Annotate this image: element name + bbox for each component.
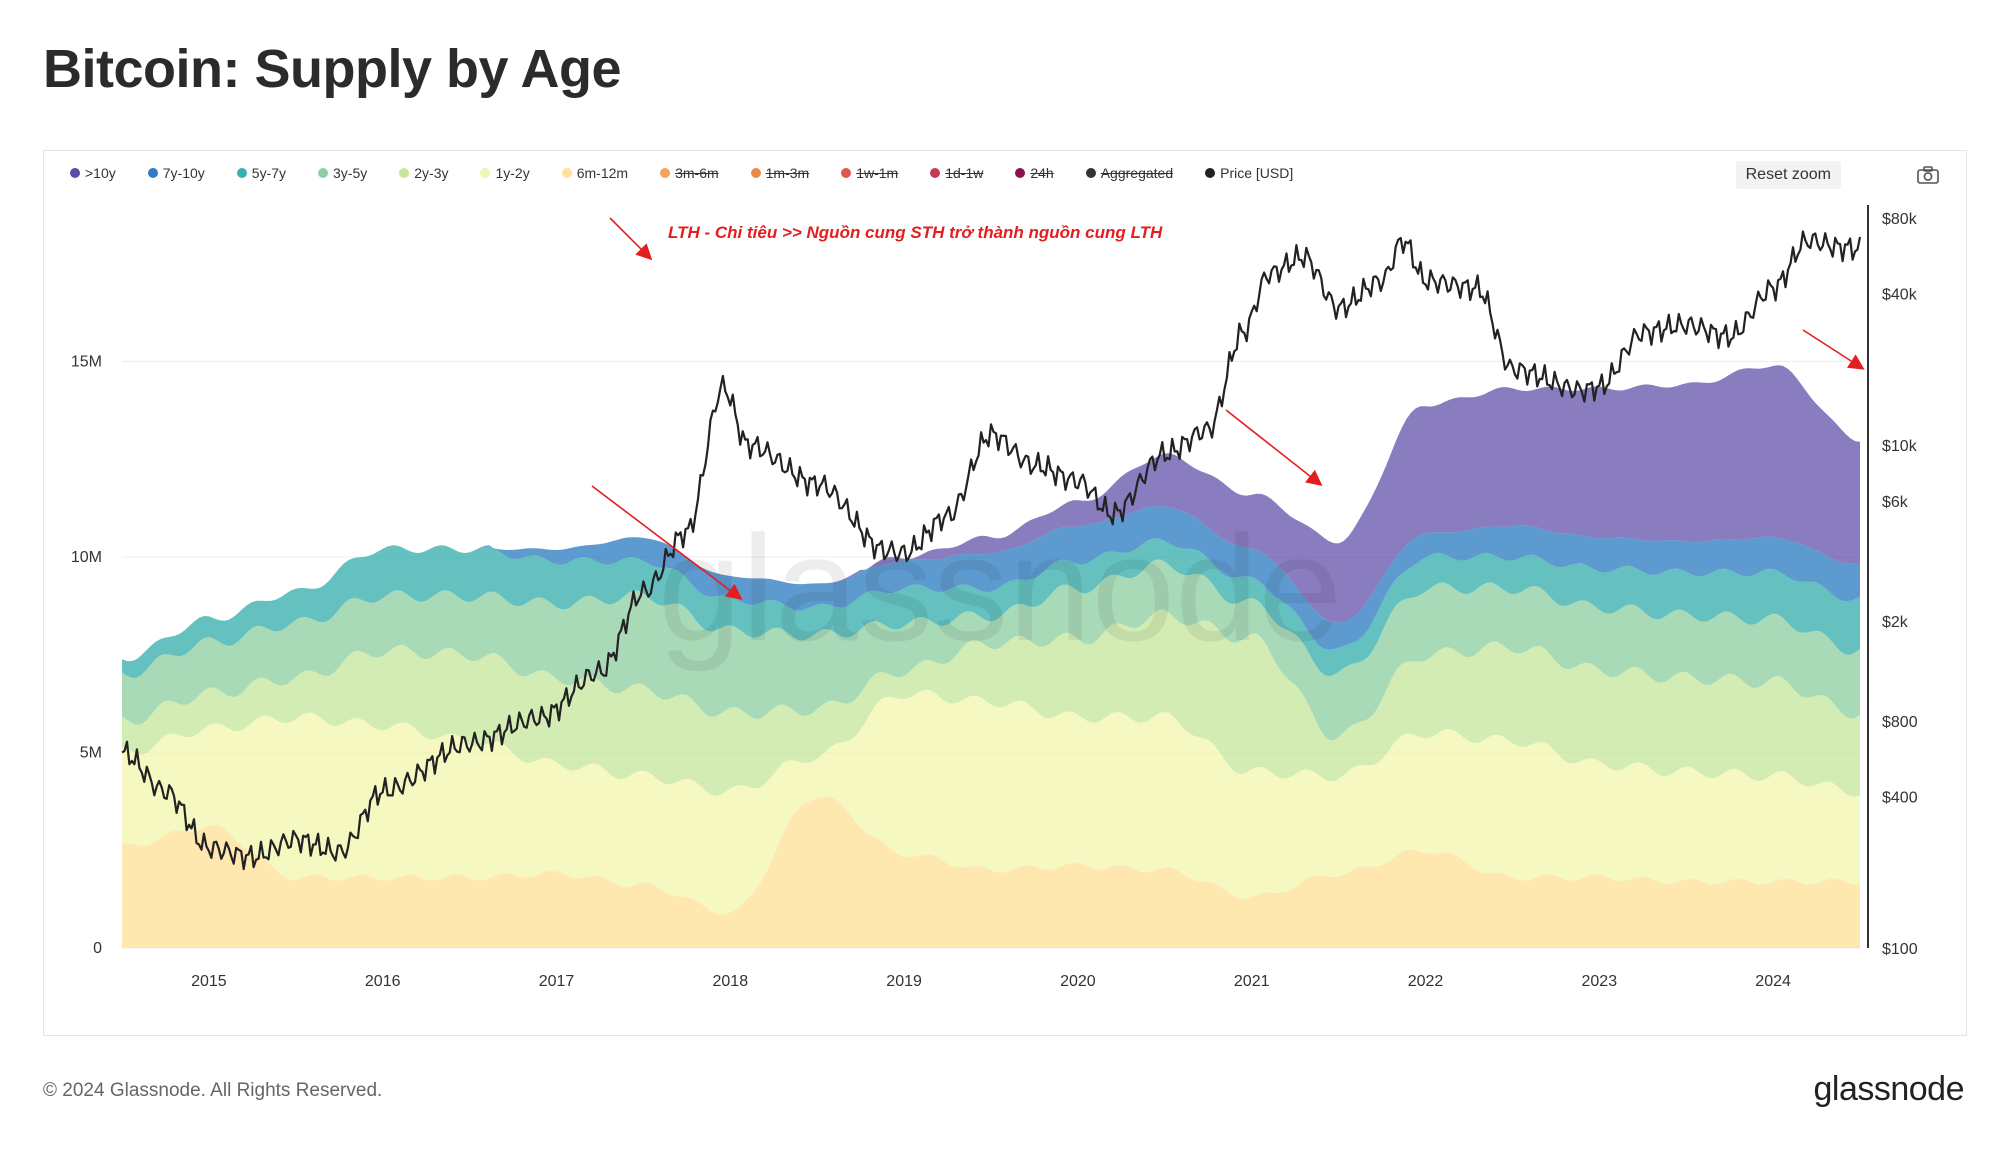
- legend-item-1y-2y[interactable]: 1y-2y: [480, 165, 530, 181]
- x-tick-label: 2024: [1755, 973, 1791, 990]
- legend-dot: [750, 168, 761, 178]
- x-tick-label: 2016: [365, 973, 401, 990]
- legend-dot: [561, 168, 572, 178]
- price-line: [121, 230, 1862, 871]
- legend-label: 1m-3m: [765, 165, 810, 181]
- legend-item-aggregated[interactable]: Aggregated: [1085, 165, 1174, 181]
- legend-item-6m-12m[interactable]: 6m-12m: [561, 165, 629, 181]
- legend-dot: [236, 168, 247, 178]
- annotation-text: LTH - Chi tiêu >> Nguồn cung STH trở thà…: [668, 223, 1163, 242]
- y-right-tick-label: $40k: [1882, 287, 1918, 304]
- x-tick-label: 2017: [539, 973, 575, 990]
- legend-label: Price [USD]: [1220, 165, 1294, 181]
- legend-item-3m-6m[interactable]: 3m-6m: [660, 165, 719, 181]
- legend-dot: [480, 168, 491, 178]
- area-band-5y-7y: [122, 538, 1860, 678]
- y-right-tick-label: $6k: [1882, 494, 1909, 511]
- legend-label: 1y-2y: [495, 165, 530, 181]
- area-band-2y-3y: [122, 609, 1860, 797]
- legend-dot: [660, 168, 671, 178]
- legend-item-24h[interactable]: 24h: [1015, 165, 1054, 181]
- y-right-tick-label: $80k: [1882, 211, 1918, 228]
- x-tick-label: 2022: [1408, 973, 1444, 990]
- legend-label: 6m-12m: [576, 165, 629, 181]
- legend-dot: [399, 168, 410, 178]
- y-right-tick-label: $400: [1882, 790, 1918, 807]
- x-tick-label: 2021: [1234, 973, 1270, 990]
- annotation-arrow: [1225, 409, 1323, 486]
- legend-dot: [70, 168, 80, 178]
- legend-item-2y-3y[interactable]: 2y-3y: [399, 165, 448, 181]
- legend-dot: [930, 168, 941, 178]
- y-right-tick-label: $2k: [1882, 614, 1909, 631]
- area-band-7y-10y: [122, 506, 1860, 662]
- legend-label: >10y: [85, 165, 116, 181]
- area-band--10y: [122, 365, 1860, 662]
- legend-label: 3m-6m: [675, 165, 719, 181]
- legend-item-1d-1w[interactable]: 1d-1w: [930, 165, 983, 181]
- y-left-tick-label: 15M: [71, 353, 102, 370]
- y-right-tick-label: $800: [1882, 714, 1918, 731]
- area-band-3y-5y: [122, 559, 1860, 741]
- legend-dot: [1015, 168, 1026, 178]
- legend-dot: [1205, 168, 1216, 178]
- legend-label: 3y-5y: [333, 165, 368, 181]
- area-band-6m-12m: [122, 796, 1860, 948]
- legend-label: 1d-1w: [945, 165, 984, 181]
- legend-label: 1w-1m: [856, 165, 899, 181]
- legend-item-1w-1m[interactable]: 1w-1m: [841, 165, 898, 181]
- legend-label: 5y-7y: [251, 165, 287, 181]
- legend-dot: [1085, 168, 1096, 178]
- legend-label: Aggregated: [1100, 165, 1174, 181]
- y-right-tick-label: $100: [1882, 941, 1918, 958]
- legend-dot: [318, 168, 329, 178]
- legend-label: 2y-3y: [414, 165, 449, 181]
- x-tick-label: 2023: [1582, 973, 1618, 990]
- legend-dot: [841, 168, 852, 178]
- legend-label: 24h: [1030, 165, 1054, 181]
- x-tick-label: 2020: [1060, 973, 1096, 990]
- y-right-tick-label: $10k: [1882, 438, 1918, 455]
- x-tick-label: 2018: [713, 973, 749, 990]
- annotation-arrow: [1802, 329, 1865, 370]
- footer-copyright: © 2024 Glassnode. All Rights Reserved.: [43, 1080, 383, 1101]
- legend-item-5y-7y[interactable]: 5y-7y: [236, 165, 287, 181]
- legend-item-3y-5y[interactable]: 3y-5y: [318, 165, 367, 181]
- area-band-1y-2y: [122, 689, 1860, 915]
- legend-dot: [147, 168, 158, 178]
- watermark: glassnode: [658, 504, 1342, 672]
- x-tick-label: 2019: [886, 973, 922, 990]
- y-left-tick-label: 10M: [71, 549, 102, 566]
- legend-item-price-usd[interactable]: Price [USD]: [1205, 165, 1293, 181]
- chart-legend: >10y 7y-10y 5y-7y 3y-5y 2y-3y 1y-2y 6m-12m 3m-6…: [70, 163, 1325, 183]
- x-tick-label: 2015: [191, 973, 227, 990]
- camera-icon[interactable]: [1916, 165, 1940, 185]
- legend-item-1m-3m[interactable]: 1m-3m: [750, 165, 810, 181]
- reset-zoom-button[interactable]: Reset zoom: [1735, 161, 1841, 189]
- legend-item-7y-10y[interactable]: 7y-10y: [147, 165, 205, 181]
- y-left-tick-label: 5M: [80, 744, 102, 761]
- page-title: Bitcoin: Supply by Age: [43, 39, 622, 99]
- glassnode-logo: glassnode: [1813, 1070, 1964, 1108]
- legend-label: 7y-10y: [162, 165, 205, 181]
- annotation-arrow: [609, 217, 653, 261]
- annotation-arrow: [591, 485, 743, 600]
- legend-item-10y[interactable]: >10y: [70, 165, 116, 181]
- y-left-tick-label: 0: [93, 940, 102, 957]
